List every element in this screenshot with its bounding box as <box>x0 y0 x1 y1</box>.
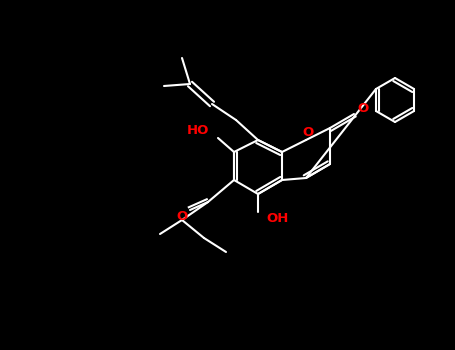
Text: O: O <box>357 103 369 116</box>
Text: O: O <box>303 126 313 140</box>
Text: HO: HO <box>187 125 209 138</box>
Text: O: O <box>177 210 187 224</box>
Text: OH: OH <box>266 212 288 225</box>
